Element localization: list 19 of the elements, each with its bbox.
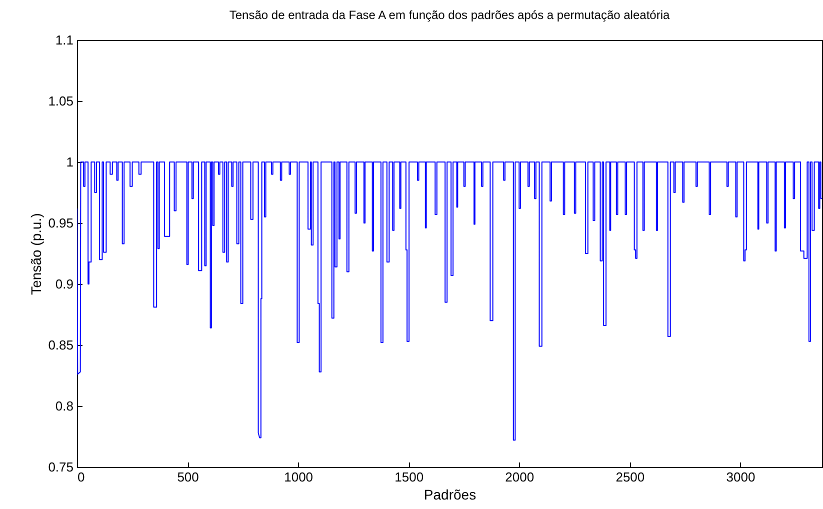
x-tick-label: 2000 [505,470,534,484]
y-tick-label: 1.1 [55,32,74,48]
x-tick-label: 2500 [616,470,645,484]
x-tick-label: 500 [177,470,199,484]
x-tick-label: 1000 [284,470,314,484]
y-axis-title: Tensão (p.u.) [28,213,44,295]
y-tick-label: 0.85 [48,338,74,352]
x-tick-label: 0 [78,470,85,484]
x-axis-title: Padrões [424,486,476,502]
x-tick-label: 1500 [394,470,424,484]
chart-title: Tensão de entrada da Fase A em função dos padrões após a permutação aleatória [229,8,670,22]
line-series [77,162,822,441]
y-tick-label: 0.75 [48,460,74,474]
y-tick-label: 0.8 [55,398,74,414]
y-tick-label: 0.95 [48,216,74,230]
y-tick-label: 0.9 [55,276,74,292]
x-tick-label: 3000 [726,470,756,484]
y-tick-label: 1.05 [48,94,74,108]
y-tick-label: 1 [66,154,74,170]
